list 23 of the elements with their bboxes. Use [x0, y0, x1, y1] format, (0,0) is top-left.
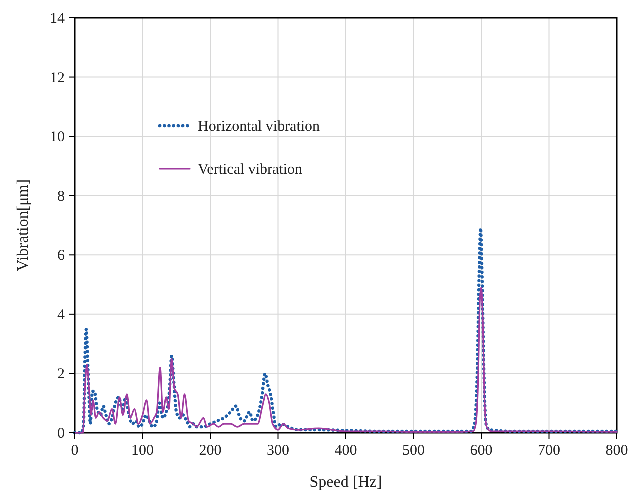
x-tick-label: 600 [470, 443, 493, 459]
x-axis-title: Speed [Hz] [310, 474, 382, 491]
y-tick-label: 14 [50, 11, 66, 27]
y-tick-label: 4 [58, 307, 66, 324]
x-tick-label: 400 [334, 443, 358, 459]
y-tick-label: 12 [50, 70, 65, 86]
y-axis-title: Vibration[μm] [15, 179, 32, 272]
y-tick-label: 10 [50, 130, 65, 146]
x-tick-label: 300 [267, 443, 290, 459]
x-tick-label: 500 [402, 443, 425, 459]
x-tick-label: 0 [71, 443, 79, 459]
y-tick-label: 2 [58, 366, 65, 383]
line-series [73, 226, 619, 435]
y-tick-label: 6 [58, 248, 66, 264]
x-tick-label: 100 [132, 443, 154, 459]
y-tick-label: 8 [58, 188, 65, 205]
x-tick-label: 200 [199, 443, 222, 459]
line-series [74, 286, 618, 434]
legend-label: Horizontal vibration [198, 119, 321, 135]
y-tick-label: 0 [58, 426, 65, 442]
x-tick-label: 800 [606, 443, 628, 459]
legend-label: Vertical vibration [198, 162, 304, 178]
x-tick-label: 700 [538, 443, 560, 459]
